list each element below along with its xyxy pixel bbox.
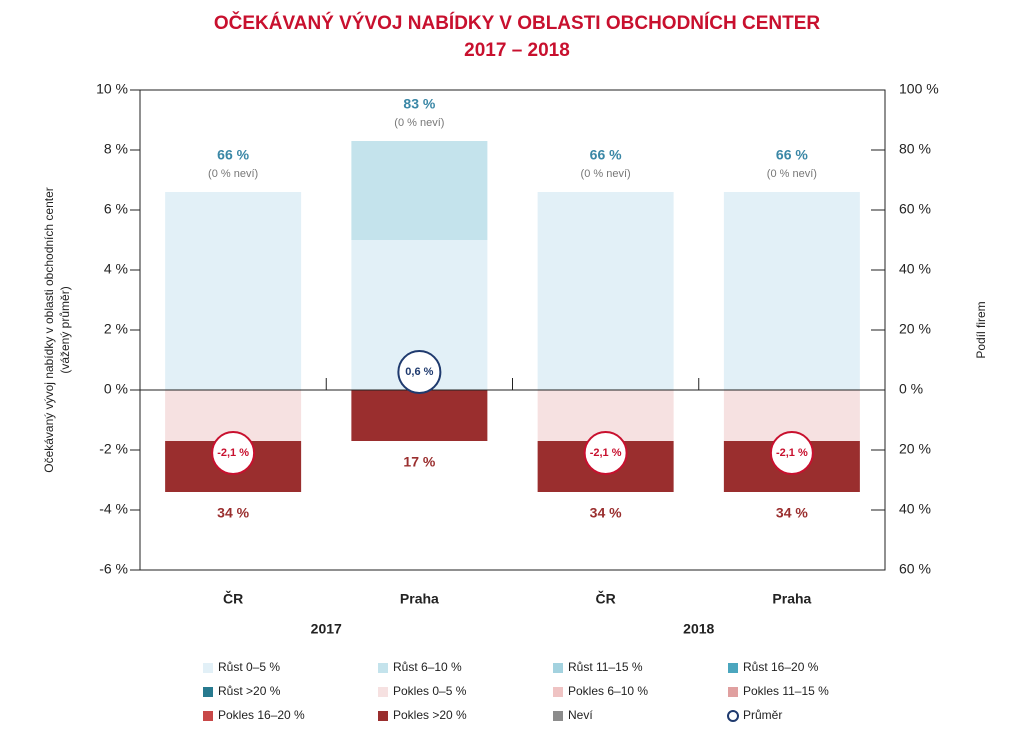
- legend-label: Pokles >20 %: [393, 708, 467, 722]
- legend-marker: [727, 710, 739, 722]
- unknown-note: (0 % neví): [208, 168, 258, 180]
- legend-label: Neví: [568, 708, 593, 722]
- growth-total-label: 66 %: [776, 147, 808, 163]
- legend-swatch: [378, 663, 388, 673]
- legend-swatch: [728, 687, 738, 697]
- y2-tick-label: 80 %: [899, 141, 931, 157]
- legend-label: Růst 0–5 %: [218, 660, 280, 674]
- x-tick-label: Praha: [772, 591, 811, 607]
- average-marker: [211, 431, 256, 475]
- chart-subtitle: 2017 – 2018: [464, 40, 570, 61]
- y-axis-title: Očekávaný vývoj nabídky v oblasti obchod…: [42, 187, 56, 473]
- legend-label: Pokles 0–5 %: [393, 684, 467, 698]
- y2-tick-label: 20 %: [899, 321, 931, 337]
- decline-total-label: 34 %: [590, 505, 622, 521]
- bar-segment: [351, 390, 488, 441]
- y-tick-label: -2 %: [99, 441, 128, 457]
- decline-total-label: 34 %: [217, 505, 249, 521]
- legend-label: Růst 6–10 %: [393, 660, 462, 674]
- legend-label: Růst >20 %: [218, 684, 281, 698]
- average-label: -2,1 %: [217, 447, 249, 459]
- y2-tick-label: 0 %: [899, 381, 923, 397]
- legend-swatch: [553, 711, 563, 721]
- y-tick-label: 8 %: [104, 141, 128, 157]
- y2-tick-label: 40 %: [899, 501, 931, 517]
- decline-total-label: 34 %: [776, 505, 808, 521]
- y-tick-label: 10 %: [96, 81, 128, 97]
- legend-swatch: [378, 711, 388, 721]
- legend-label: Pokles 16–20 %: [218, 708, 305, 722]
- average-marker: [769, 431, 814, 475]
- legend-swatch: [203, 687, 213, 697]
- x-tick-label: ČR: [223, 590, 243, 607]
- bar-segment: [165, 192, 302, 390]
- bar-segment: [537, 192, 674, 390]
- x-tick-label: ČR: [596, 590, 616, 607]
- y-axis-title: (vážený průměr): [58, 286, 72, 373]
- group-label: 2017: [311, 621, 342, 637]
- legend-swatch: [553, 663, 563, 673]
- y2-tick-label: 60 %: [899, 201, 931, 217]
- legend-label: Průměr: [743, 708, 782, 722]
- y-tick-label: 2 %: [104, 321, 128, 337]
- legend-label: Pokles 11–15 %: [743, 684, 829, 698]
- y-tick-label: 4 %: [104, 261, 128, 277]
- group-label: 2018: [683, 621, 714, 637]
- bar-segment: [351, 141, 488, 240]
- average-label: 0,6 %: [405, 366, 433, 378]
- y-tick-label: -4 %: [99, 501, 128, 517]
- unknown-note: (0 % neví): [767, 168, 817, 180]
- growth-total-label: 66 %: [590, 147, 622, 163]
- y-tick-label: 6 %: [104, 201, 128, 217]
- legend-swatch: [378, 687, 388, 697]
- average-marker: [397, 350, 442, 394]
- unknown-note: (0 % neví): [581, 168, 631, 180]
- y2-tick-label: 20 %: [899, 441, 931, 457]
- y2-tick-label: 60 %: [899, 561, 931, 577]
- unknown-note: (0 % neví): [394, 117, 444, 129]
- y2-axis-title: Podíl firem: [974, 301, 988, 358]
- y2-tick-label: 100 %: [899, 81, 939, 97]
- y-tick-label: -6 %: [99, 561, 128, 577]
- legend-label: Pokles 6–10 %: [568, 684, 648, 698]
- x-tick-label: Praha: [400, 591, 439, 607]
- legend-swatch: [203, 663, 213, 673]
- y2-tick-label: 40 %: [899, 261, 931, 277]
- chart-title: OČEKÁVANÝ VÝVOJ NABÍDKY V OBLASTI OBCHOD…: [214, 12, 821, 34]
- legend-swatch: [553, 687, 563, 697]
- legend-label: Růst 16–20 %: [743, 660, 819, 674]
- growth-total-label: 83 %: [403, 96, 435, 112]
- legend-swatch: [728, 663, 738, 673]
- average-label: -2,1 %: [590, 447, 622, 459]
- legend-swatch: [203, 711, 213, 721]
- y-tick-label: 0 %: [104, 381, 128, 397]
- average-marker: [583, 431, 628, 475]
- average-label: -2,1 %: [776, 447, 808, 459]
- decline-total-label: 17 %: [403, 454, 435, 470]
- legend-label: Růst 11–15 %: [568, 660, 643, 674]
- bar-segment: [723, 192, 860, 390]
- growth-total-label: 66 %: [217, 147, 249, 163]
